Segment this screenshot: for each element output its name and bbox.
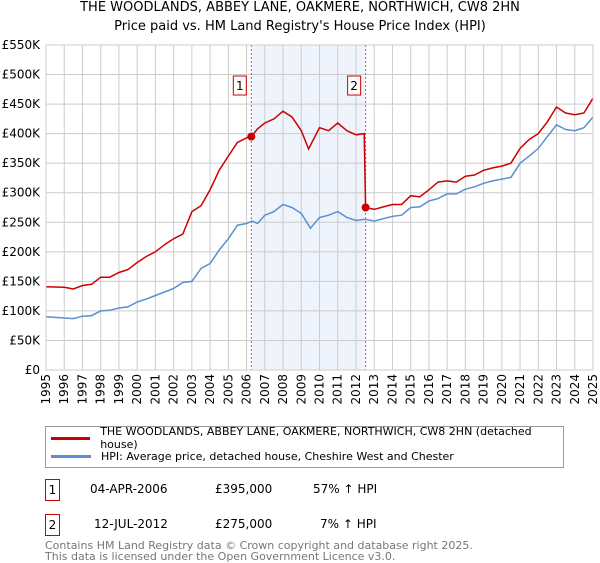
x-tick-label: 2020 <box>495 374 509 405</box>
footer-line: This data is licensed under the Open Gov… <box>45 550 396 563</box>
y-tick-label: £200K <box>2 245 42 259</box>
x-tick-label: 1997 <box>75 374 89 405</box>
sale-hpi: 57% ↑ HPI <box>313 482 378 496</box>
plot-border <box>45 44 594 371</box>
y-tick-label: £350K <box>2 156 42 170</box>
x-tick-label: 2000 <box>130 374 144 405</box>
price-chart: £0 £50K £100K £150K £200K £250K £300K £350K £400… <box>2 38 600 405</box>
x-tick-label: 2024 <box>568 374 582 405</box>
y-tick-label: £0 <box>25 363 40 377</box>
chart-title: THE WOODLANDS, ABBEY LANE, OAKMERE, NORT… <box>80 0 520 15</box>
x-tick-label: 2014 <box>385 374 399 405</box>
y-tick-label: £150K <box>2 274 42 288</box>
x-tick-label: 2003 <box>185 374 199 405</box>
chart-subtitle: Price paid vs. HM Land Registry's House … <box>114 19 486 34</box>
legend-item-hpi: HPI: Average price, detached house, Ches… <box>51 448 454 464</box>
x-tick-label: 2011 <box>331 374 345 405</box>
series-line <box>45 116 594 320</box>
x-tick-label: 2010 <box>313 374 327 405</box>
x-tick-label: 2007 <box>258 374 272 405</box>
y-tick-label: £250K <box>2 215 42 229</box>
legend-item-property: THE WOODLANDS, ABBEY LANE, OAKMERE, NORT… <box>51 425 563 451</box>
sale-badge: 2 <box>45 514 60 536</box>
sale-date: 04-APR-2006 <box>90 482 168 496</box>
x-tick-label: 2018 <box>458 374 472 405</box>
x-tick-label: 2025 <box>586 374 600 405</box>
sale-point <box>361 203 370 212</box>
sale-label-box <box>232 75 247 96</box>
x-tick-label: 1999 <box>112 374 126 405</box>
series-line <box>45 97 594 290</box>
ownership-shading <box>251 45 366 370</box>
x-tick-label: 2006 <box>240 374 254 405</box>
y-tick-label: £500K <box>2 68 42 82</box>
x-tick-label: 2005 <box>221 374 235 405</box>
y-tick-label: £450K <box>2 97 42 111</box>
x-tick-label: 2019 <box>477 374 491 405</box>
x-tick-label: 2022 <box>531 374 545 405</box>
x-tick-label: 2004 <box>203 374 217 405</box>
sale-point <box>247 132 256 141</box>
x-tick-label: 2021 <box>513 374 527 405</box>
sale-label: 1 <box>236 79 244 93</box>
x-tick-label: 2016 <box>422 374 436 405</box>
legend-swatch-red <box>51 436 91 440</box>
y-tick-label: £300K <box>2 186 42 200</box>
y-tick-label: £550K <box>2 38 42 52</box>
legend-label: HPI: Average price, detached house, Ches… <box>101 449 454 463</box>
footer-line: Contains HM Land Registry data © Crown c… <box>45 539 473 552</box>
footer: Contains HM Land Registry data © Crown c… <box>45 540 473 562</box>
x-tick-label: 2002 <box>167 374 181 405</box>
sale-date: 12-JUL-2012 <box>94 517 168 531</box>
x-tick-label: 2013 <box>367 374 381 405</box>
sale-price: £275,000 <box>215 517 273 531</box>
sale-row: 1 04-APR-2006 £395,000 57% ↑ HPI <box>45 479 565 501</box>
y-tick-label: £400K <box>2 127 42 141</box>
x-tick-label: 2023 <box>550 374 564 405</box>
sale-row: 2 12-JUL-2012 £275,000 7% ↑ HPI <box>45 514 565 536</box>
x-tick-label: 2008 <box>276 374 290 405</box>
y-tick-label: £50K <box>9 333 41 347</box>
x-tick-label: 2012 <box>349 374 363 405</box>
x-tick-label: 2001 <box>148 374 162 405</box>
y-tick-label: £100K <box>2 304 42 318</box>
x-tick-label: 1998 <box>94 374 108 405</box>
sale-badge: 1 <box>45 479 60 501</box>
sale-price: £395,000 <box>215 482 273 496</box>
sale-hpi: 7% ↑ HPI <box>320 517 377 531</box>
x-tick-label: 1996 <box>57 374 71 405</box>
x-tick-label: 2015 <box>404 374 418 405</box>
sale-label-box <box>347 75 362 96</box>
legend-swatch-blue <box>51 454 91 458</box>
legend: THE WOODLANDS, ABBEY LANE, OAKMERE, NORT… <box>45 425 564 468</box>
x-tick-label: 2009 <box>294 374 308 405</box>
sale-label: 2 <box>350 79 358 93</box>
x-tick-label: 1995 <box>39 374 53 405</box>
legend-label: THE WOODLANDS, ABBEY LANE, OAKMERE, NORT… <box>100 425 532 451</box>
x-tick-label: 2017 <box>440 374 454 405</box>
